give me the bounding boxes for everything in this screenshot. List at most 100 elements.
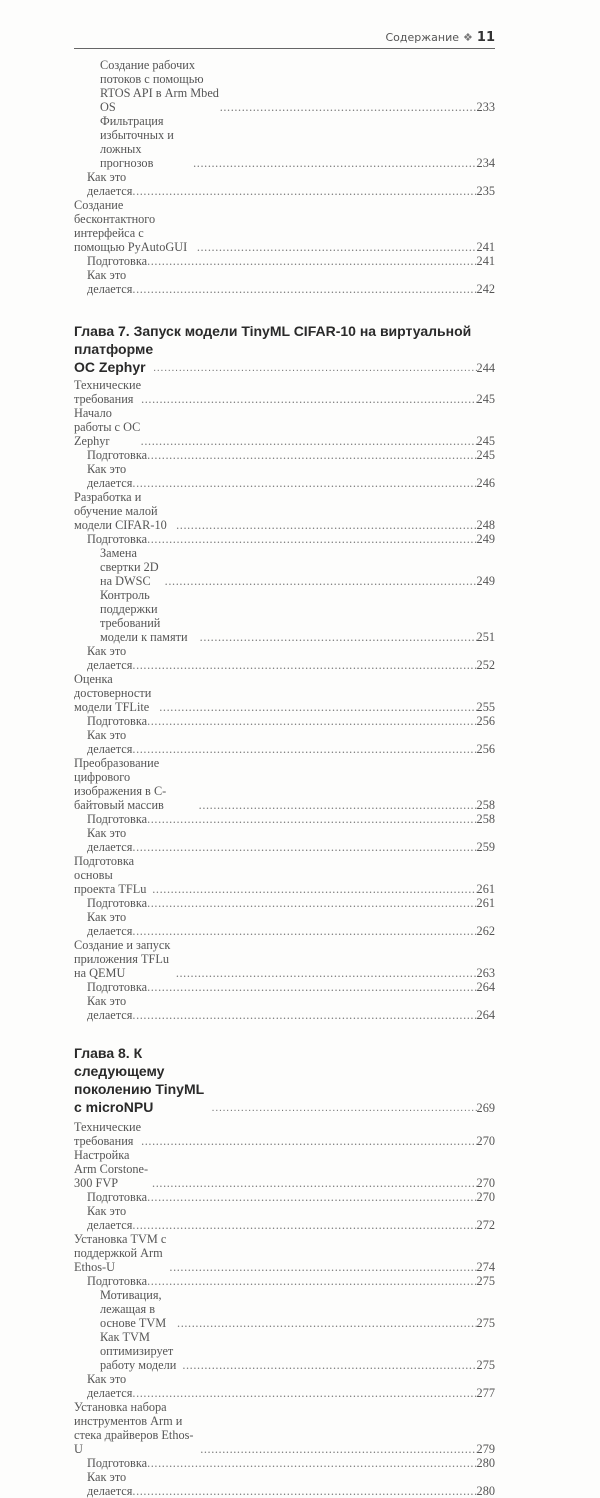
toc-entry[interactable]: Как это делается 259 (74, 826, 495, 854)
entry-page: 241 (476, 254, 495, 268)
entry-title: Создание рабочих потоков с помощью RTOS … (100, 58, 219, 114)
entry-title: Фильтрация избыточных и ложных прогнозов (100, 114, 174, 170)
toc-entry[interactable]: Как это делается 252 (74, 644, 495, 672)
toc-entry[interactable]: Начало работы с ОС Zephyr 245 (74, 406, 495, 448)
toc-entry[interactable]: Подготовка 258 (74, 812, 495, 826)
entry-title: Как это делается (87, 910, 133, 938)
toc-entry[interactable]: Замена свертки 2D на DWSC 249 (74, 546, 495, 588)
entry-title: Подготовка (87, 896, 148, 910)
entry-page: 275 (476, 1358, 495, 1372)
entry-page: 258 (476, 798, 495, 812)
toc-entry[interactable]: Установка набора инструментов Arm и стек… (74, 1400, 495, 1456)
entry-title: Как TVM оптимизирует работу модели (100, 1330, 177, 1372)
toc-entry[interactable]: Установка TVM с поддержкой Arm Ethos-U 27… (74, 1232, 495, 1274)
toc-entry[interactable]: Как это делается 280 (74, 1470, 495, 1498)
dot-leader (176, 518, 476, 532)
toc-entry[interactable]: Как это делается 235 (74, 170, 495, 198)
toc-entry[interactable]: Разработка и обучение малой модели CIFAR… (74, 490, 495, 532)
entry-title: Создание и запуск приложения TFLu на QEM… (74, 938, 171, 980)
dot-leader (141, 434, 477, 448)
dot-leader (147, 1190, 476, 1204)
toc-entry[interactable]: Мотивация, лежащая в основе TVM 275 (74, 1288, 495, 1330)
entry-page: 275 (476, 1316, 495, 1330)
entry-page: 252 (476, 658, 495, 672)
dot-leader (141, 392, 476, 406)
toc-entry[interactable]: Технические требования 270 (74, 1120, 495, 1148)
entry-page: 235 (476, 184, 495, 198)
toc-entry[interactable]: Технические требования 245 (74, 378, 495, 406)
entry-page: 280 (476, 1456, 495, 1470)
entry-page: 233 (476, 100, 495, 114)
entry-page: 245 (476, 392, 495, 406)
entry-title: Замена свертки 2D на DWSC (100, 546, 159, 588)
toc-entry[interactable]: Контроль поддержки требований модели к п… (74, 588, 495, 644)
toc-entry[interactable]: Подготовка 245 (74, 448, 495, 462)
dot-leader (132, 282, 476, 296)
entry-title: Создание бесконтактного интерфейса с пом… (74, 198, 188, 254)
toc-entry[interactable]: Как это делается 272 (74, 1204, 495, 1232)
toc-entry[interactable]: Подготовка 261 (74, 896, 495, 910)
toc-entry[interactable]: Как это делается 246 (74, 462, 495, 490)
chapter-title-line: платформе ОС Zephyr (74, 341, 154, 375)
entry-title: Как это делается (87, 728, 133, 756)
entry-page: 245 (476, 448, 495, 462)
toc-entry[interactable]: Как TVM оптимизирует работу модели 275 (74, 1330, 495, 1372)
entry-title: Как это делается (87, 1372, 133, 1400)
page-number: 11 (476, 30, 495, 45)
chapter-8-heading[interactable]: Глава 8. К следующему поколению TinyML с… (74, 1044, 495, 1116)
chapter-7-heading[interactable]: Глава 7. Запуск модели TinyML CIFAR-10 н… (74, 322, 495, 376)
toc-entry[interactable]: Подготовка 249 (74, 532, 495, 546)
entry-title: Подготовка (87, 448, 148, 462)
dot-leader (176, 966, 477, 980)
toc-entry[interactable]: Как это делается 256 (74, 728, 495, 756)
toc-entry[interactable]: Преобразование цифрового изображения в С… (74, 756, 495, 812)
ornament-icon: ❖ (463, 31, 473, 44)
entry-title: Подготовка (87, 812, 148, 826)
dot-leader (132, 1008, 476, 1022)
toc-entry[interactable]: Подготовка 270 (74, 1190, 495, 1204)
toc-entry[interactable]: Как это делается 262 (74, 910, 495, 938)
dot-leader (197, 240, 477, 254)
toc-entry[interactable]: Создание рабочих потоков с помощью RTOS … (74, 58, 495, 114)
dot-leader (193, 156, 476, 170)
entry-page: 270 (476, 1134, 495, 1148)
running-header: Содержание ❖ 11 (74, 30, 496, 48)
toc-entry[interactable]: Создание бесконтактного интерфейса с пом… (74, 198, 495, 254)
entry-page: 280 (476, 1484, 495, 1498)
toc-entry[interactable]: Подготовка 264 (74, 980, 495, 994)
entry-page: 234 (476, 156, 495, 170)
toc-entry[interactable]: Создание и запуск приложения TFLu на QEM… (74, 938, 495, 980)
entry-page: 258 (476, 812, 495, 826)
entry-title: Как это делается (87, 994, 133, 1022)
header-section-title: Содержание (385, 31, 460, 44)
toc-entry[interactable]: Настройка Arm Corstone-300 FVP 270 (74, 1148, 495, 1190)
toc-entry[interactable]: Как это делается 277 (74, 1372, 495, 1400)
toc-entry[interactable]: Как это делается 264 (74, 994, 495, 1022)
toc-entry[interactable]: Оценка достоверности модели TFLite 255 (74, 672, 495, 714)
dot-leader (147, 812, 476, 826)
dot-leader (141, 1134, 476, 1148)
dot-leader (159, 700, 476, 714)
dot-leader (152, 882, 476, 896)
entry-title: Подготовка (87, 714, 148, 728)
entry-title: Подготовка (87, 532, 148, 546)
chapter-title-line: Глава 8. К следующему поколению TinyML с… (74, 1045, 204, 1115)
toc-entry[interactable]: Подготовка основы проекта TFLu 261 (74, 854, 495, 896)
toc-entry[interactable]: Подготовка 275 (74, 1274, 495, 1288)
toc-entry[interactable]: Подготовка 280 (74, 1456, 495, 1470)
dot-leader (132, 1218, 476, 1232)
toc-entry[interactable]: Фильтрация избыточных и ложных прогнозов… (74, 114, 495, 170)
toc-entry[interactable]: Подготовка 241 (74, 254, 495, 268)
dot-leader (165, 574, 477, 588)
entry-title: Как это делается (87, 1470, 133, 1498)
entry-title: Как это делается (87, 826, 133, 854)
entry-page: 264 (476, 1008, 495, 1022)
entry-title: Технические требования (74, 1120, 142, 1148)
toc-entry[interactable]: Как это делается 242 (74, 268, 495, 296)
dot-leader (147, 714, 476, 728)
toc-entry[interactable]: Подготовка 256 (74, 714, 495, 728)
entry-title: Технические требования (74, 378, 142, 406)
dot-leader (220, 100, 477, 114)
dot-leader (200, 630, 477, 644)
entry-page: 259 (476, 840, 495, 854)
